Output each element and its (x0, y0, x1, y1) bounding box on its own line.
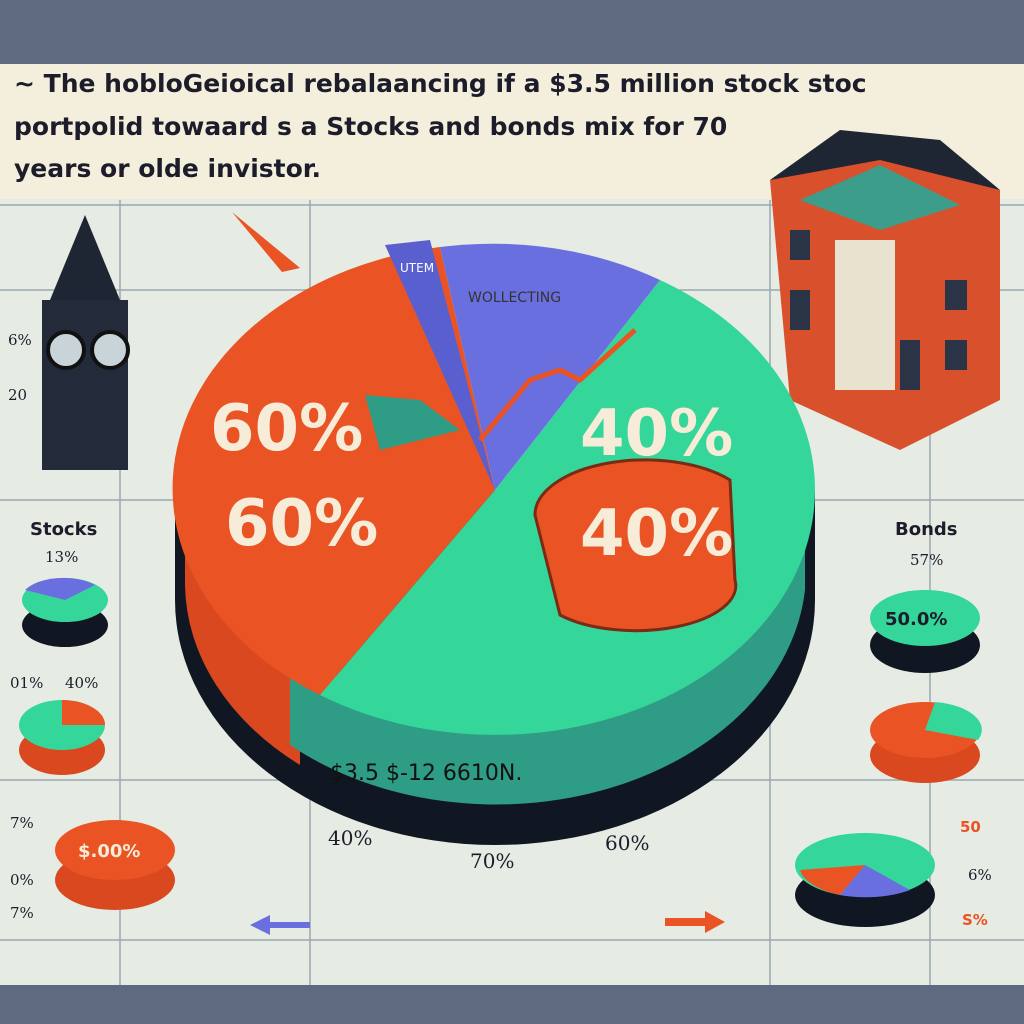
arrow (250, 915, 310, 935)
axis-label: 40% (328, 826, 372, 850)
bottom-band (0, 985, 1024, 1024)
popout-small (365, 395, 460, 450)
legend-label: Bonds (895, 519, 958, 540)
wedge-label: UTEM (400, 261, 434, 275)
pie-side-bonds (290, 500, 805, 805)
title-line: ~ The hobloGeioical rebalaancing if a $3… (14, 69, 867, 98)
small-label: S% (962, 911, 988, 929)
arrow (665, 911, 725, 933)
axis-label: 60% (605, 831, 649, 855)
small-label: 50 (960, 818, 981, 836)
axis-label: 20 (8, 386, 27, 404)
pie-wedge (385, 240, 495, 490)
wedge-label: WOLLECTING (468, 290, 561, 306)
legend-label: Stocks (30, 519, 97, 540)
small-label: 6% (968, 866, 992, 884)
axis-label: 70% (470, 849, 514, 873)
axis-label: 6% (8, 331, 32, 349)
title-line: years or olde invistor. (14, 154, 321, 183)
pie-label: 40% (580, 397, 733, 471)
pie-label: 40% (65, 674, 98, 692)
legend-value: 57% (910, 551, 943, 569)
top-band (0, 0, 1024, 64)
trend-line (478, 328, 637, 442)
small-label: 7% (10, 904, 34, 922)
mini-pie-slice (800, 865, 865, 895)
mini-pie-slice (925, 702, 982, 740)
pie-slice-stocks (172, 247, 495, 695)
caption: $3.5 $-12 6610N. (330, 761, 522, 786)
popout-slice (533, 458, 738, 633)
pie-value: 50.0% (885, 609, 947, 630)
clock-tower (42, 215, 130, 470)
pie-label: 40% (580, 497, 733, 571)
pie-label: 60% (210, 392, 363, 466)
title-line: portpolid towaard s a Stocks and bonds m… (14, 112, 727, 141)
pie-label: 01% (10, 674, 43, 692)
mini-pie-slice (840, 865, 910, 898)
small-label: 0% (10, 871, 34, 889)
legend-value: 13% (45, 548, 78, 566)
pie-slice-other (440, 243, 660, 490)
mini-pie-slice (25, 577, 95, 600)
small-label: 7% (10, 814, 34, 832)
building (770, 130, 1000, 450)
mini-pie (870, 590, 980, 646)
pie-label: 60% (225, 487, 378, 561)
mini-pie-slice (62, 700, 105, 725)
arrow (232, 212, 300, 272)
pie-value: $.00% (78, 841, 140, 862)
mini-pie (55, 820, 175, 880)
